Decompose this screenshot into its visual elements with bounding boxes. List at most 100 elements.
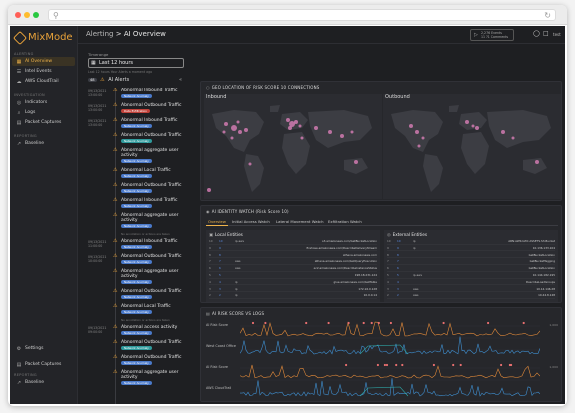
riskscore-chart-1[interactable] — [240, 320, 540, 358]
user-menu[interactable]: test — [553, 32, 561, 37]
sidebar-item-aws-cloudtrail[interactable]: ☁ AWS CloudTrail — [12, 77, 75, 86]
alert-marker[interactable] — [385, 363, 389, 367]
alert-marker[interactable] — [376, 363, 379, 367]
alert-marker[interactable] — [383, 363, 386, 367]
alert-marker[interactable] — [377, 321, 380, 325]
timeframe-select[interactable]: ▦ Last 12 hours — [88, 58, 184, 68]
alert-marker[interactable] — [401, 363, 404, 367]
logo[interactable]: MixMode — [12, 30, 73, 45]
connection-dot[interactable] — [294, 120, 298, 124]
connection-dot[interactable] — [354, 160, 358, 164]
tab-initial-access[interactable]: Initial Access Watch — [232, 219, 270, 224]
sidebar-item-packet-captures[interactable]: ▤ Packet Captures — [12, 360, 75, 369]
connection-dot[interactable] — [238, 130, 242, 134]
connection-dot[interactable] — [328, 130, 332, 134]
time-range-selector[interactable]: ▷ 2,276 Events 11 ?1 Comments — [470, 29, 514, 41]
alert-marker[interactable] — [370, 321, 373, 325]
connection-dot[interactable] — [248, 162, 252, 166]
maximize-window-button[interactable] — [33, 12, 39, 18]
alert-item[interactable]: ⚠ Abnormal Local Traffic Network Anomaly — [88, 304, 188, 319]
alert-marker[interactable] — [459, 363, 462, 367]
connection-dot[interactable] — [222, 130, 226, 134]
connection-dot[interactable] — [409, 124, 413, 128]
alert-item[interactable]: ⚠ Abnormal aggregate user activity Network… — [88, 148, 188, 168]
alert-marker[interactable] — [508, 363, 511, 367]
sidebar-item-settings[interactable]: ⚙ Settings — [12, 344, 75, 353]
alert-marker[interactable] — [305, 321, 308, 325]
breadcrumb-parent[interactable]: Alerting — [86, 30, 114, 38]
inbound-map[interactable]: Inbound — [204, 94, 382, 199]
table-row[interactable]: 8 8 GetBucketLocation — [387, 253, 555, 259]
tab-overview[interactable]: Overview — [206, 219, 228, 226]
table-row[interactable]: 2 2 aws 10.44.8.128 — [387, 293, 555, 299]
alert-item[interactable]: 09/13/2021 13:00:00 ⚠ Abnormal Inbound Traf… — [88, 88, 188, 103]
connection-dot[interactable] — [244, 128, 248, 132]
riskscore-chart-2[interactable] — [240, 362, 540, 400]
table-row[interactable]: 9 9 firehose.amazonaws.com/DescribeDeliver… — [209, 246, 377, 252]
alert-marker[interactable] — [522, 321, 525, 325]
table-row[interactable]: 6 6 GetBucketLocation — [387, 266, 555, 272]
table-row[interactable]: 6 6 aws ec2.amazonaws.com/DescribeInstanceS… — [209, 266, 377, 272]
table-row[interactable]: 9 9 ip 10.136.133.104 — [387, 246, 555, 252]
connection-dot[interactable] — [421, 136, 425, 140]
connection-dot[interactable] — [415, 130, 419, 134]
connection-dot[interactable] — [230, 136, 234, 140]
table-row[interactable]: 8 8 athena.amazonaws.com — [209, 253, 377, 259]
sidebar-item-intel-events[interactable]: ☰ Intel Events — [12, 67, 75, 76]
connection-dot[interactable] — [535, 160, 539, 164]
connection-dot[interactable] — [298, 124, 302, 128]
alert-item[interactable]: 09/13/2021 13:00:00 ⚠ Abnormal Outbound Tra… — [88, 103, 188, 118]
outbound-map[interactable]: Outbound — [383, 94, 561, 199]
connection-dot[interactable] — [236, 120, 240, 124]
alert-item[interactable]: ⚠ Abnormal aggregate user activity Network… — [88, 370, 188, 390]
alert-marker[interactable] — [442, 321, 445, 325]
close-window-button[interactable] — [15, 12, 21, 18]
table-row[interactable]: 4 4 DescribeLoadGroups — [387, 280, 555, 286]
alert-item[interactable]: ⚠ Abnormal Outbound Traffic Network Anomal… — [88, 133, 188, 148]
connection-dot[interactable] — [350, 130, 354, 134]
connection-dot[interactable] — [289, 121, 295, 127]
alert-item[interactable]: ⚠ Abnormal aggregate user activity Network… — [88, 269, 188, 289]
address-bar[interactable]: ⚲ ↻ — [48, 9, 556, 21]
connection-dot[interactable] — [475, 126, 479, 130]
alert-marker[interactable] — [327, 321, 330, 325]
table-row[interactable]: 2 2 ip 10.0.0.14 — [209, 293, 377, 299]
alert-item[interactable]: 09/13/2021 10:00:00 ⚠ Abnormal Outbound Tra… — [88, 254, 188, 269]
alert-item[interactable]: ⚠ Abnormal Outbound Traffic Network Anomal… — [88, 355, 188, 370]
sidebar-item-baseline[interactable]: ↗ Baseline — [12, 139, 75, 148]
alert-marker[interactable] — [345, 363, 348, 367]
alert-item[interactable]: 09/13/2021 09:00:00 ⚠ Abnormal access activ… — [88, 325, 188, 340]
alert-item[interactable]: ⚠ Abnormal aggregate user activity Network… — [88, 213, 188, 233]
table-row[interactable]: 5 5 ip.aws 10.144.182.195 — [387, 273, 555, 279]
tab-exfiltration[interactable]: Exfiltration Watch — [328, 219, 362, 224]
alert-marker[interactable] — [362, 321, 365, 325]
table-row[interactable]: 5 5 198.18.231.124 — [209, 273, 377, 279]
connection-dot[interactable] — [300, 136, 304, 140]
tab-lateral-movement[interactable]: Lateral Movement Watch — [276, 219, 324, 224]
alert-item[interactable]: ⚠ Abnormal Local Traffic Network Anomaly — [88, 168, 188, 183]
connection-dot[interactable] — [207, 188, 211, 192]
alert-marker[interactable] — [389, 321, 392, 325]
connection-dot[interactable] — [286, 118, 290, 122]
connection-dot[interactable] — [314, 126, 318, 130]
sidebar-item-indicators[interactable]: ◎ Indicators — [12, 98, 75, 107]
alert-marker[interactable] — [251, 321, 255, 325]
table-row[interactable]: 10 10 ip ARN:AWS:IAM::ASSETS.S3.Bucket — [387, 239, 555, 245]
alert-item[interactable]: 09/13/2021 13:00:00 ⚠ Abnormal Inbound Traf… — [88, 118, 188, 133]
connection-dot[interactable] — [511, 136, 515, 140]
alert-item[interactable]: ⚠ Abnormal Outbound Traffic Network Anomal… — [88, 340, 188, 355]
alert-item[interactable]: ⚠ Abnormal Outbound Traffic Network Anomal… — [88, 183, 188, 198]
connection-dot[interactable] — [340, 134, 344, 138]
alert-item[interactable]: ⚠ Abnormal Outbound Traffic Network Anomal… — [88, 289, 188, 304]
sidebar-item-ai-overview[interactable]: ▦ AI Overview — [12, 57, 75, 66]
alert-item[interactable]: ⚠ Abnormal Inbound Traffic Network Anomaly — [88, 198, 188, 213]
sidebar-item-logs[interactable]: ⌕ Logs — [12, 108, 75, 117]
table-row[interactable]: 3 3 aws 10.14.146.28 — [387, 287, 555, 293]
table-row[interactable]: 3 3 ip 172.16.0.128 — [209, 287, 377, 293]
sidebar-item-packet-captures[interactable]: ▤ Packet Captures — [12, 118, 75, 127]
document-icon[interactable]: □ — [543, 30, 549, 37]
connection-dot[interactable] — [231, 125, 237, 131]
table-row[interactable]: 10 10 ip.aws s3.amazonaws.com/GetBucketLoca… — [209, 239, 377, 245]
table-row[interactable]: 4 4 ip glue.amazonaws.com/GetTable — [209, 280, 377, 286]
connection-dot[interactable] — [501, 130, 505, 134]
